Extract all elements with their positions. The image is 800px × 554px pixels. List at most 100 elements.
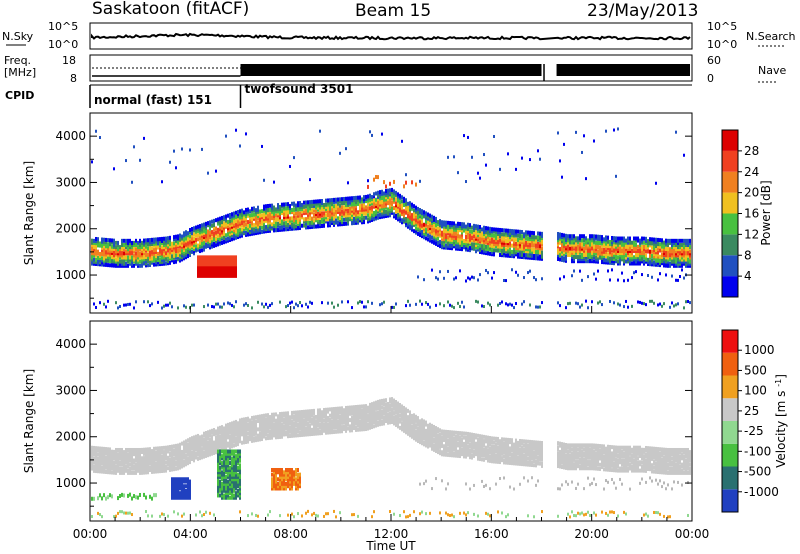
velocity-cell (189, 457, 191, 462)
power-cell (465, 247, 467, 252)
power-cell (539, 157, 541, 161)
power-cell (427, 237, 429, 242)
power-cell (617, 236, 619, 241)
power-cell (305, 202, 307, 207)
power-cell (595, 259, 597, 264)
power-cell (305, 302, 307, 306)
power-cell (247, 207, 249, 212)
power-cell (185, 244, 187, 249)
velocity-cell (189, 484, 191, 489)
power-cell (129, 249, 131, 254)
power-cell (165, 236, 167, 241)
power-cell (157, 239, 159, 244)
power-cell (167, 246, 169, 251)
power-cell (405, 219, 407, 224)
power-cell (449, 229, 451, 234)
velocity-cell (193, 441, 195, 446)
power-cell (617, 242, 619, 247)
power-cell (313, 218, 315, 223)
power-cell (221, 224, 223, 229)
power-cell (651, 299, 653, 303)
power-cell (383, 208, 385, 213)
power-cell (455, 236, 457, 241)
freq-left-label-2: [MHz] (4, 66, 36, 79)
velocity-cell (129, 454, 131, 459)
power-cell (175, 236, 177, 241)
velocity-cell (227, 422, 229, 427)
power-cell (603, 260, 605, 265)
power-cell (585, 236, 587, 241)
power-cell (217, 257, 219, 262)
power-cell (499, 230, 501, 235)
power-cell (319, 203, 321, 208)
velocity-cell (125, 454, 127, 459)
power-cell (353, 196, 355, 201)
power-cell (97, 255, 99, 260)
power-cell (443, 304, 445, 308)
velocity-cell (225, 434, 227, 439)
power-cell (563, 275, 565, 279)
power-cell (499, 238, 501, 243)
power-cell (613, 242, 615, 247)
power-cell (231, 259, 233, 264)
power-cell (133, 257, 135, 262)
velocity-cell (123, 458, 125, 463)
power-cell (457, 244, 459, 249)
power-cell (425, 230, 427, 235)
power-cell (531, 241, 533, 246)
power-cell (117, 251, 119, 256)
power-cell (631, 240, 633, 245)
power-cell (483, 236, 485, 241)
power-cell (121, 249, 123, 254)
power-cell (583, 246, 585, 251)
velocity-cell (161, 464, 163, 469)
power-cell (687, 300, 689, 304)
power-cell (577, 255, 579, 260)
velocity-cell (227, 456, 229, 461)
power-cell (185, 305, 187, 309)
power-cell (353, 216, 355, 221)
power-cell (287, 206, 289, 211)
power-cell (483, 229, 485, 234)
power-cell (477, 228, 479, 233)
velocity-cell (185, 441, 187, 446)
power-cell (131, 255, 133, 260)
power-cell (279, 219, 281, 224)
power-cell (463, 241, 465, 246)
power-cell (487, 245, 489, 250)
velocity-cell (109, 462, 111, 467)
velocity-cell (137, 468, 139, 473)
power-cell (631, 249, 633, 254)
power-cell (179, 237, 181, 242)
velocity-cell (119, 468, 121, 473)
power-cell (591, 236, 593, 241)
power-cell (233, 259, 235, 264)
power-cell (199, 266, 201, 271)
velocity-cell (231, 458, 233, 463)
power-cell (447, 231, 449, 236)
power-cell (559, 234, 561, 239)
power-cell (231, 228, 233, 233)
power-cell (623, 259, 625, 264)
power-cell (627, 249, 629, 254)
power-cell (473, 230, 475, 235)
velocity-cell (221, 449, 223, 454)
power-cell (661, 242, 663, 247)
power-cell (385, 189, 387, 194)
power-cell (615, 246, 617, 251)
power-cell (679, 259, 681, 264)
power-cell (411, 204, 413, 209)
power-cell (453, 221, 455, 226)
power-cell (247, 209, 249, 214)
power-cell (659, 254, 661, 259)
power-cell (279, 221, 281, 226)
power-cell (493, 241, 495, 246)
power-cell (145, 263, 147, 268)
power-cell (653, 256, 655, 261)
velocity-cell (125, 452, 127, 457)
power-cell (405, 216, 407, 221)
power-cell (237, 214, 239, 219)
power-cell (91, 255, 93, 260)
velocity-cell (127, 468, 129, 473)
power-cell (681, 255, 683, 260)
